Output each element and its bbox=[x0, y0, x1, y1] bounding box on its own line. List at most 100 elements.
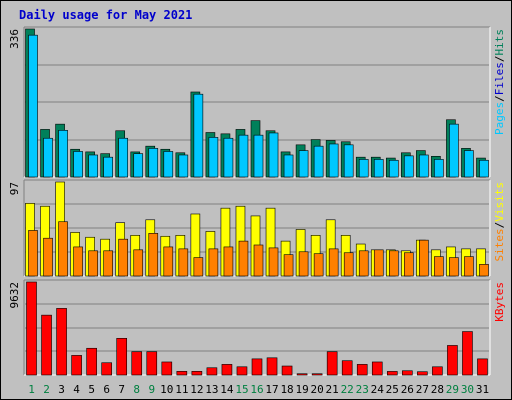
hits-files-pages-bar-files bbox=[328, 143, 339, 178]
day-label: 25 bbox=[386, 383, 399, 396]
day-label: 20 bbox=[311, 383, 324, 396]
hits-files-pages-bar-files bbox=[58, 130, 68, 178]
kbytes-bar-kbytes bbox=[116, 338, 128, 376]
visits-sites-side-label: Sites/Visits bbox=[493, 182, 506, 262]
kbytes-bar-kbytes bbox=[131, 351, 143, 376]
day-label: 13 bbox=[205, 383, 218, 396]
visits-sites-bar-sites bbox=[148, 233, 159, 277]
visits-sites-bar-sites bbox=[178, 248, 189, 277]
kbytes-bar-kbytes bbox=[236, 366, 248, 376]
visits-sites-bar-sites bbox=[223, 246, 234, 277]
hits-files-pages-bar-files bbox=[253, 134, 264, 178]
side-label-part: Hits bbox=[493, 29, 506, 56]
hits-files-pages-bar-files bbox=[419, 154, 429, 178]
visits-sites-bar-sites bbox=[419, 239, 429, 277]
visits-sites-bar-sites bbox=[358, 250, 369, 277]
hits-files-pages-bar-files bbox=[373, 159, 384, 178]
day-label: 19 bbox=[295, 383, 308, 396]
visits-sites-bar-sites bbox=[404, 252, 414, 277]
hits-files-pages-bar-files bbox=[148, 148, 159, 178]
visits-sites-bar-sites bbox=[118, 238, 129, 277]
visits-sites-bar-sites bbox=[449, 257, 459, 277]
kbytes-bar-kbytes bbox=[41, 314, 52, 376]
side-label-part: KBytes bbox=[493, 282, 506, 322]
day-label: 16 bbox=[250, 383, 263, 396]
day-label: 15 bbox=[235, 383, 248, 396]
day-label: 5 bbox=[88, 383, 95, 396]
visits-sites-bar-sites bbox=[253, 244, 264, 277]
visits-sites-bar-sites bbox=[283, 254, 294, 277]
kbytes-bar-kbytes bbox=[341, 360, 353, 376]
visits-sites-bar-sites bbox=[193, 257, 204, 277]
kbytes-bar-kbytes bbox=[311, 373, 323, 376]
visits-sites-bar-sites bbox=[268, 247, 279, 277]
kbytes-bar-kbytes bbox=[221, 364, 233, 376]
hits-files-pages-bar-files bbox=[434, 159, 444, 178]
hits-files-pages-bar-files bbox=[103, 156, 113, 178]
side-label-part: / bbox=[493, 95, 506, 102]
visits-sites-max-label: 97 bbox=[8, 182, 21, 195]
kbytes-bar-kbytes bbox=[71, 355, 82, 376]
hits-files-pages-bar-files bbox=[193, 93, 204, 178]
hits-files-pages-bar-files bbox=[238, 134, 249, 178]
kbytes-bar-kbytes bbox=[447, 345, 458, 376]
visits-sites-bar-sites bbox=[73, 246, 83, 277]
kbytes-bar-kbytes bbox=[26, 281, 37, 376]
kbytes-bar-kbytes bbox=[146, 351, 158, 376]
visits-sites-bar-sites bbox=[208, 248, 219, 277]
hits-files-pages-bar-files bbox=[388, 159, 399, 178]
visits-sites-bar-sites bbox=[88, 250, 98, 277]
hits-files-pages-bar-files bbox=[223, 137, 234, 178]
visits-sites-bar-sites bbox=[343, 252, 354, 277]
day-label: 30 bbox=[461, 383, 474, 396]
side-label-part: Files bbox=[493, 62, 506, 95]
visits-sites-bar-sites bbox=[43, 237, 53, 277]
visits-sites-bar-sites bbox=[133, 249, 144, 277]
side-label-part: / bbox=[493, 222, 506, 229]
day-label: 27 bbox=[416, 383, 429, 396]
hits-files-pages-bar-files bbox=[268, 132, 279, 178]
kbytes-bar-kbytes bbox=[176, 371, 188, 376]
day-label: 8 bbox=[133, 383, 140, 396]
day-label: 3 bbox=[58, 383, 65, 396]
hits-files-pages-bar-files bbox=[178, 154, 189, 178]
day-label: 24 bbox=[371, 383, 385, 396]
kbytes-bar-kbytes bbox=[386, 371, 398, 376]
day-label: 17 bbox=[265, 383, 278, 396]
kbytes-bar-kbytes bbox=[86, 347, 97, 376]
hits-files-pages-bar-files bbox=[464, 150, 474, 178]
hits-files-pages-bar-files bbox=[88, 154, 98, 178]
visits-sites-bar-sites bbox=[373, 249, 384, 277]
visits-sites-bar-sites bbox=[28, 230, 38, 277]
day-label: 31 bbox=[476, 383, 489, 396]
kbytes-bar-kbytes bbox=[417, 371, 428, 376]
hits-files-pages-side-label: Pages/Files/Hits bbox=[493, 29, 506, 135]
day-label: 29 bbox=[446, 383, 459, 396]
kbytes-bar-kbytes bbox=[191, 371, 203, 376]
visits-sites-bar-sites bbox=[163, 246, 174, 277]
day-label: 26 bbox=[401, 383, 414, 396]
side-label-part: / bbox=[493, 56, 506, 63]
visits-sites-bar-sites bbox=[464, 256, 474, 277]
chart-title: Daily usage for May 2021 bbox=[19, 8, 193, 22]
hits-files-pages-bar-files bbox=[163, 151, 174, 178]
hits-files-pages-bar-files bbox=[208, 137, 219, 178]
hits-files-pages-bar-files bbox=[73, 151, 83, 178]
kbytes-bar-kbytes bbox=[296, 373, 308, 376]
day-label: 18 bbox=[280, 383, 293, 396]
kbytes-bar-kbytes bbox=[462, 331, 473, 376]
day-label: 2 bbox=[43, 383, 50, 396]
day-label: 21 bbox=[326, 383, 339, 396]
visits-sites-bar-sites bbox=[238, 240, 249, 277]
kbytes-bar-kbytes bbox=[206, 367, 218, 376]
hits-files-pages-bar-files bbox=[358, 159, 369, 178]
hits-files-pages-bar-files bbox=[28, 34, 38, 178]
visits-sites-bar-sites bbox=[388, 250, 399, 277]
kbytes-bar-kbytes bbox=[432, 366, 443, 376]
day-label: 10 bbox=[160, 383, 173, 396]
kbytes-bar-kbytes bbox=[161, 361, 173, 376]
day-label: 4 bbox=[73, 383, 80, 396]
side-label-part: Pages bbox=[493, 102, 506, 135]
hits-files-pages-bar-files bbox=[313, 145, 324, 178]
